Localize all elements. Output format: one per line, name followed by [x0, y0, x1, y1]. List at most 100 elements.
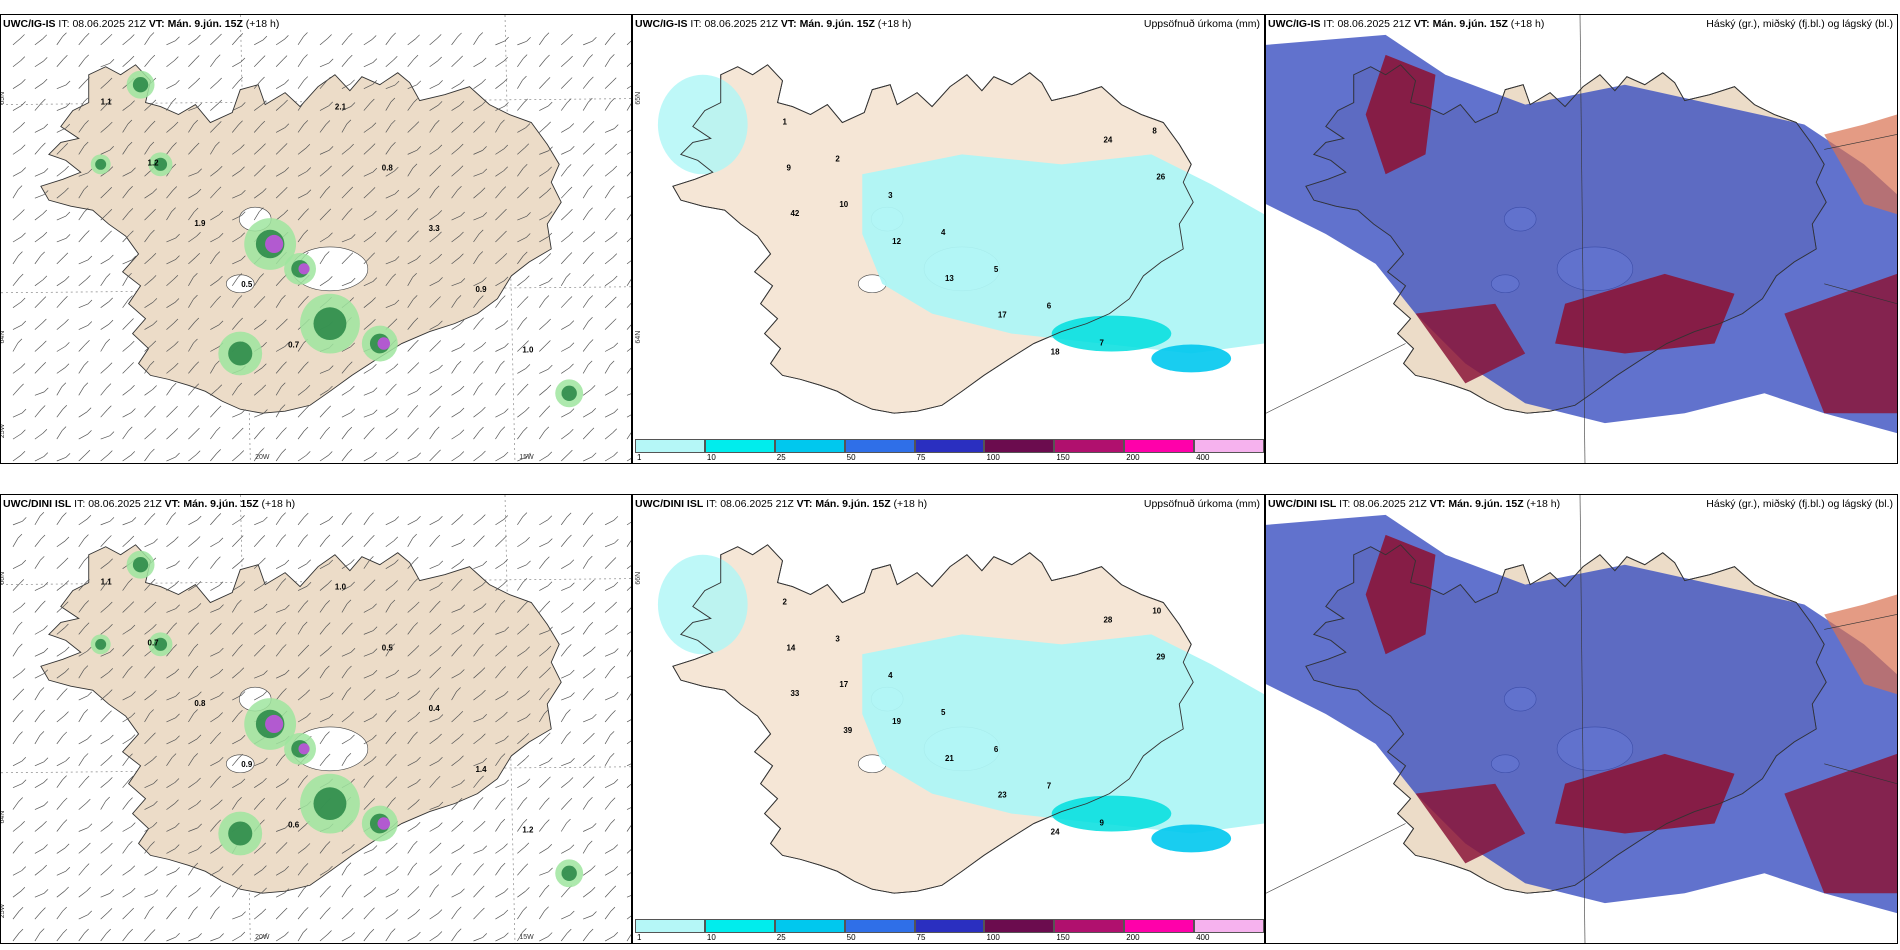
panel-title: UWC/DINI ISL IT: 08.06.2025 21Z VT: Mán.… — [3, 498, 296, 510]
panel-cloud-top: UWC/IG-IS IT: 08.06.2025 21Z VT: Mán. 9.… — [1265, 14, 1898, 464]
precip-value-label: 2 — [783, 598, 788, 607]
precip-value-label: 1.4 — [475, 765, 487, 774]
panel-subtitle: Uppsöfnuð úrkoma (mm) — [1143, 18, 1260, 30]
precip-value-label: 9 — [1100, 819, 1105, 828]
precip-value-label: 0.9 — [475, 285, 487, 294]
latitude-label: 64N — [1, 811, 6, 824]
precip-value-label: 0.5 — [382, 643, 394, 652]
precip-value-label: 13 — [945, 274, 954, 283]
panel-wind-top: UWC/IG-IS IT: 08.06.2025 21Z VT: Mán. 9.… — [0, 14, 632, 464]
colorbar-swatch — [704, 919, 775, 933]
panel-title: UWC/DINI ISL IT: 08.06.2025 21Z VT: Mán.… — [1268, 498, 1561, 510]
panel-title: UWC/IG-IS IT: 08.06.2025 21Z VT: Mán. 9.… — [3, 18, 280, 30]
precip-value-label: 6 — [994, 745, 999, 754]
panel-title: UWC/DINI ISL IT: 08.06.2025 21Z VT: Mán.… — [635, 498, 928, 510]
precip-value-label: 1.2 — [522, 825, 534, 834]
precip-value-label: 18 — [1051, 347, 1060, 356]
precip-value-label: 7 — [1047, 782, 1052, 791]
precip-value-label: 0.7 — [148, 638, 160, 647]
precip-value-label: 28 — [1104, 615, 1113, 624]
precip-value-label: 26 — [1156, 172, 1165, 181]
latitude-label: 64N — [1, 331, 6, 344]
colorbar-swatch — [704, 439, 775, 453]
colorbar-swatch — [635, 439, 705, 453]
precip-colorbar: 1 10 25 50 75 100 150 200 400 — [633, 439, 1264, 463]
precip-value-label: 24 — [1051, 827, 1060, 836]
precip-value-label: 10 — [839, 200, 848, 209]
precip-value-label: 17 — [839, 680, 848, 689]
colorbar-tick-label: 75 — [916, 933, 926, 942]
colorbar-swatch — [844, 439, 915, 453]
colorbar-swatch — [635, 919, 705, 933]
panel-title: UWC/IG-IS IT: 08.06.2025 21Z VT: Mán. 9.… — [1268, 18, 1545, 30]
wind-map: 1.1 0.7 0.8 0.9 0.6 1.0 0.5 0.4 1.4 1.2 20W 15W 66N 6… — [1, 495, 631, 943]
precip-value-label: 1.1 — [101, 578, 113, 587]
colorbar-tick-label: 50 — [846, 453, 856, 462]
colorbar-tick-label: 400 — [1196, 933, 1210, 942]
colorbar-swatch — [914, 919, 985, 933]
precip-value-label: 8 — [1152, 126, 1157, 135]
precip-value-label: 5 — [941, 708, 946, 717]
precip-value-label: 0.6 — [288, 821, 300, 830]
colorbar-tick-label: 100 — [986, 453, 1000, 462]
colorbar-tick-label: 10 — [706, 933, 716, 942]
latitude-label: 25W — [1, 423, 6, 438]
latitude-label: 65N — [635, 92, 642, 105]
precip-value-label: 0.9 — [241, 760, 253, 769]
colorbar-tick-label: 150 — [1056, 933, 1070, 942]
colorbar-tick-label: 200 — [1126, 933, 1140, 942]
colorbar-swatch — [1194, 919, 1264, 933]
precip-value-label: 14 — [787, 643, 796, 652]
panel-subtitle: Uppsöfnuð úrkoma (mm) — [1143, 498, 1260, 510]
colorbar-tick-label: 10 — [706, 453, 716, 462]
precip-value-label: 7 — [1100, 339, 1105, 348]
wind-barbs — [12, 512, 631, 942]
panel-title: UWC/IG-IS IT: 08.06.2025 21Z VT: Mán. 9.… — [635, 18, 912, 30]
latitude-label: 66N — [1, 572, 6, 585]
precip-value-label: 0.4 — [429, 704, 441, 713]
colorbar-swatch — [1194, 439, 1264, 453]
longitude-label: 15W — [519, 454, 534, 461]
precip-value-label: 12 — [892, 237, 901, 246]
longitude-label: 20W — [255, 454, 270, 461]
colorbar-tick-label: 50 — [846, 933, 856, 942]
colorbar-tick-label: 1 — [637, 933, 642, 942]
colorbar-swatch — [984, 919, 1055, 933]
precip-value-label: 19 — [892, 717, 901, 726]
colorbar-swatch — [1054, 919, 1125, 933]
precip-value-label: 1.0 — [335, 583, 347, 592]
wind-map: 1.1 1.2 1.9 0.5 0.7 2.1 0.8 3.3 0.9 1.0 20W 15W 65N 6… — [1, 15, 631, 463]
precip-value-label: 6 — [1047, 302, 1052, 311]
colorbar-tick-label: 400 — [1196, 453, 1210, 462]
precip-value-label: 0.7 — [288, 341, 300, 350]
latitude-label: 66N — [635, 572, 642, 585]
precip-value-label: 5 — [994, 265, 999, 274]
precip-value-label: 21 — [945, 754, 954, 763]
colorbar-swatch — [774, 439, 845, 453]
precip-value-label: 42 — [791, 209, 800, 218]
colorbar-tick-label: 150 — [1056, 453, 1070, 462]
longitude-label: 20W — [255, 934, 270, 941]
colorbar-swatch — [844, 919, 915, 933]
colorbar-tick-label: 1 — [637, 453, 642, 462]
cloud-map — [1266, 15, 1897, 463]
colorbar-swatch — [914, 439, 985, 453]
precip-value-label: 2.1 — [335, 103, 347, 112]
precip-value-label: 9 — [787, 163, 792, 172]
precip-value-label: 0.8 — [194, 699, 206, 708]
panel-cloud-bottom: UWC/DINI ISL IT: 08.06.2025 21Z VT: Mán.… — [1265, 494, 1898, 944]
precip-value-label: 1 — [783, 118, 788, 127]
colorbar-tick-label: 200 — [1126, 453, 1140, 462]
precip-value-label: 10 — [1152, 606, 1161, 615]
colorbar-swatch — [984, 439, 1055, 453]
precip-value-label: 1.9 — [194, 219, 206, 228]
latitude-label: 65N — [1, 92, 6, 105]
precip-value-label: 24 — [1104, 135, 1113, 144]
precip-value-label: 1.2 — [148, 158, 160, 167]
precip-value-label: 1.0 — [522, 345, 534, 354]
panel-wind-bottom: UWC/DINI ISL IT: 08.06.2025 21Z VT: Mán.… — [0, 494, 632, 944]
latitude-label: 25W — [1, 903, 6, 918]
colorbar-swatch — [1124, 919, 1195, 933]
